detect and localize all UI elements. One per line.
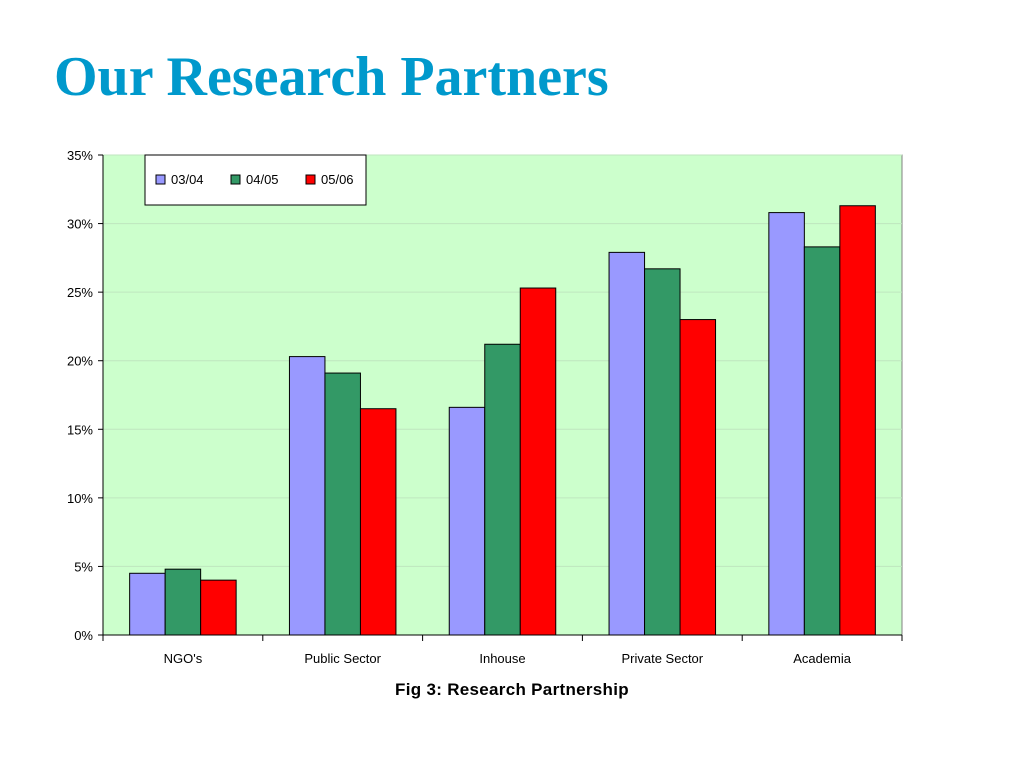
figure-caption: Fig 3: Research Partnership [395,680,629,699]
y-tick-label: 15% [67,422,93,437]
slide-title: Our Research Partners [54,46,609,108]
x-tick-label: Academia [793,651,852,666]
bar-05-06-0 [200,579,237,636]
bar-03-04-4 [768,212,805,636]
x-tick-label: Public Sector [304,651,381,666]
y-axis-tick-labels: 0% 5% 10% 15% 20% 25% 30% 35% [67,148,93,643]
y-tick-label: 0% [74,628,93,643]
axes [98,154,903,641]
legend-swatch [305,174,316,185]
legend-box [144,154,367,206]
x-axis-tick-labels: NGO's Public Sector Inhouse Private Sector A… [164,651,852,666]
bar-03-04-1 [288,356,326,636]
legend: 03/04 04/05 05/06 [144,154,367,206]
y-tick-label: 5% [74,559,93,574]
legend-label: 03/04 [171,172,204,187]
bar-05-06-3 [679,319,717,636]
bar-05-06-2 [519,287,557,636]
legend-swatch [230,174,241,185]
bar-04-05-0 [164,568,202,636]
y-tick-label: 10% [67,491,93,506]
y-tick-label: 25% [67,285,93,300]
bar-04-05-1 [324,372,361,636]
y-tick-label: 35% [67,148,93,163]
x-tick-label: NGO's [164,651,203,666]
legend-swatch [155,174,166,185]
bar-04-05-2 [484,343,521,636]
bar-04-05-3 [644,268,681,636]
bar-05-06-4 [839,205,876,636]
legend-label: 04/05 [246,172,279,187]
bar-03-04-2 [448,406,486,636]
bars [129,205,876,636]
bar-03-04-3 [608,251,646,636]
y-tick-label: 30% [67,217,93,232]
legend-label: 05/06 [321,172,354,187]
bar-03-04-0 [129,572,166,636]
bar-05-06-1 [359,408,397,636]
y-tick-label: 20% [67,354,93,369]
bar-04-05-4 [803,246,841,636]
x-tick-label: Private Sector [621,651,703,666]
x-tick-label: Inhouse [479,651,525,666]
